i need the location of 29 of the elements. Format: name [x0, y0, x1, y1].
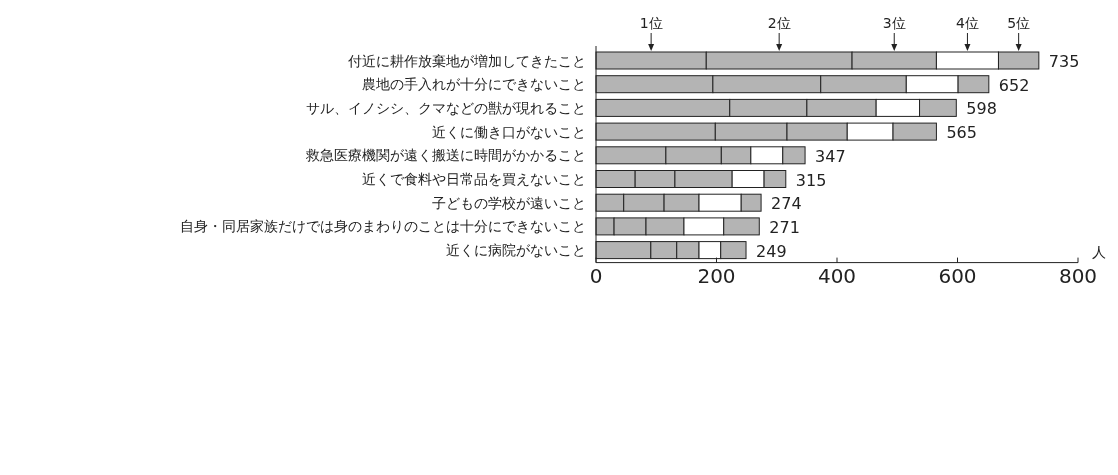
x-tick-label: 0: [589, 263, 603, 288]
total-label: 652: [998, 75, 1030, 95]
x-tick-label: 400: [817, 263, 857, 288]
total-label: 565: [946, 123, 977, 143]
x-tick-label: 600: [938, 263, 977, 288]
x-tick-label: 200: [697, 263, 736, 288]
y-tick-label: 近くに病院がないこと: [446, 242, 586, 259]
total-label: 274: [771, 194, 802, 214]
y-tick-label: 自身・同居家族だけでは身のまわりのことは十分にできないこと: [180, 218, 586, 235]
y-tick-label: 近くに働き口がないこと: [432, 123, 586, 140]
total-label: 598: [966, 99, 997, 119]
series-label: 1位: [639, 15, 663, 31]
total-label: 249: [756, 241, 787, 261]
y-tick-label: 子どもの学校が遠いこと: [432, 194, 586, 211]
total-label: 735: [1048, 52, 1080, 71]
y-tick-label: 付近に耕作放棄地が増加してきたこと: [347, 52, 586, 69]
series-label: 2位: [767, 15, 791, 31]
y-tick-label: サル、イノシシ、クマなどの獣が現れること: [306, 99, 586, 116]
total-label: 315: [795, 170, 827, 190]
x-axis-title: 人: [1092, 243, 1106, 260]
y-tick-label: 近くで食料や日常品を買えないこと: [362, 171, 586, 187]
series-label: 5位: [1007, 15, 1031, 31]
y-tick-label: 農地の手入れが十分にできないこと: [362, 76, 586, 93]
total-label: 271: [769, 217, 800, 237]
x-tick-label: 800: [1058, 263, 1098, 288]
series-label: 3位: [882, 15, 906, 31]
series-label: 4位: [955, 15, 979, 31]
total-label: 347: [815, 146, 846, 166]
y-tick-label: 救急医療機関が遠く搬送に時間がかかること: [305, 147, 586, 164]
